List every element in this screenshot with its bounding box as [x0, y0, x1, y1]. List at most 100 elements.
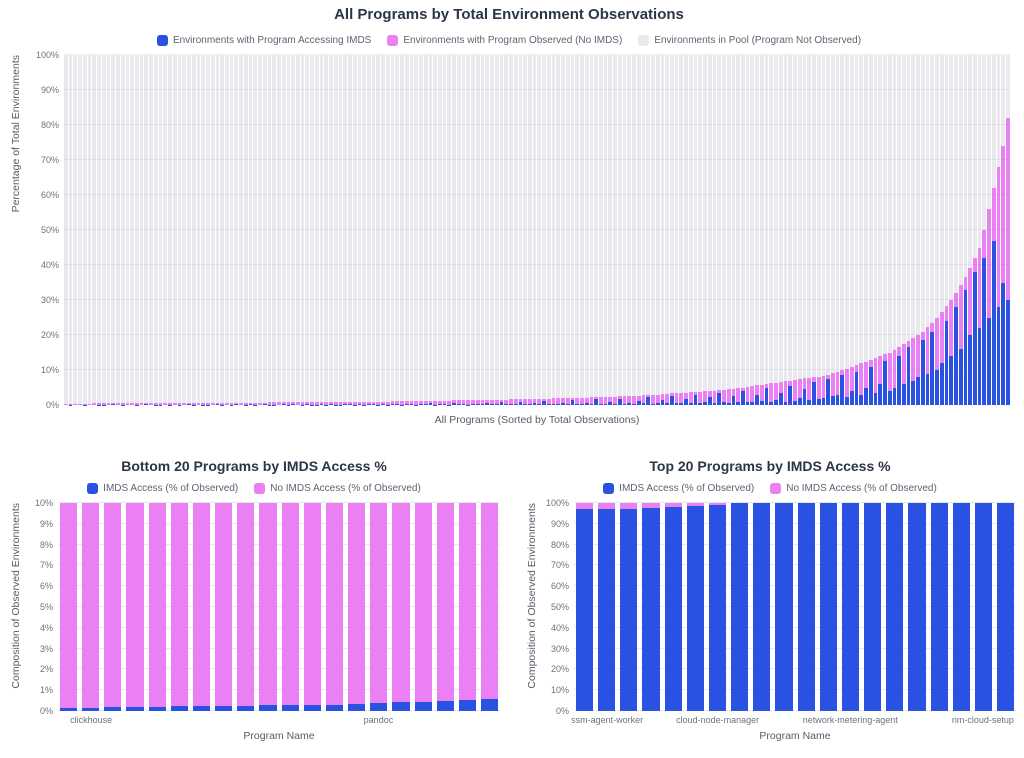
bar[interactable]	[111, 55, 116, 405]
bar[interactable]	[812, 55, 816, 405]
bar[interactable]	[684, 55, 688, 405]
bar[interactable]	[873, 55, 878, 405]
bar[interactable]	[248, 55, 253, 405]
bar[interactable]	[371, 55, 376, 405]
bar[interactable]	[120, 55, 125, 405]
bar[interactable]	[551, 55, 556, 405]
bar[interactable]	[642, 503, 660, 711]
bar[interactable]	[906, 55, 911, 405]
bar[interactable]	[845, 55, 849, 405]
bar[interactable]	[916, 55, 920, 405]
bar[interactable]	[466, 55, 471, 405]
bar[interactable]	[452, 55, 456, 405]
bar[interactable]	[911, 55, 916, 405]
bar[interactable]	[576, 503, 594, 711]
bar[interactable]	[603, 55, 608, 405]
bar[interactable]	[527, 55, 532, 405]
bar[interactable]	[258, 55, 262, 405]
bar[interactable]	[973, 55, 977, 405]
bar[interactable]	[144, 55, 149, 405]
bar[interactable]	[414, 55, 419, 405]
bar[interactable]	[920, 55, 925, 405]
bar[interactable]	[480, 55, 485, 405]
bar[interactable]	[996, 55, 1001, 405]
bar[interactable]	[594, 55, 598, 405]
bar[interactable]	[660, 55, 665, 405]
bar[interactable]	[277, 55, 281, 405]
bar[interactable]	[206, 55, 210, 405]
bar[interactable]	[717, 55, 722, 405]
bar[interactable]	[456, 55, 461, 405]
bar[interactable]	[390, 55, 395, 405]
bar[interactable]	[693, 55, 698, 405]
bar[interactable]	[259, 503, 277, 711]
bar[interactable]	[295, 55, 300, 405]
bar[interactable]	[977, 55, 982, 405]
bar[interactable]	[192, 503, 211, 711]
bar[interactable]	[622, 55, 627, 405]
bar[interactable]	[753, 503, 771, 711]
bar[interactable]	[170, 503, 188, 711]
bar[interactable]	[954, 55, 958, 405]
bar[interactable]	[253, 55, 258, 405]
bar[interactable]	[608, 55, 613, 405]
bar[interactable]	[291, 55, 295, 405]
bar[interactable]	[759, 55, 764, 405]
bar[interactable]	[958, 55, 963, 405]
bar[interactable]	[620, 503, 638, 711]
bar[interactable]	[655, 55, 660, 405]
bar[interactable]	[523, 55, 527, 405]
bar[interactable]	[333, 55, 338, 405]
bar[interactable]	[73, 55, 78, 405]
bar[interactable]	[854, 55, 859, 405]
bar[interactable]	[177, 55, 182, 405]
bar[interactable]	[778, 55, 783, 405]
bar[interactable]	[901, 55, 906, 405]
bar[interactable]	[82, 55, 87, 405]
bar[interactable]	[220, 55, 224, 405]
bar[interactable]	[504, 55, 509, 405]
bar[interactable]	[542, 55, 546, 405]
bar[interactable]	[239, 55, 243, 405]
bar[interactable]	[436, 503, 454, 711]
bar[interactable]	[883, 55, 887, 405]
bar[interactable]	[423, 55, 428, 405]
bar[interactable]	[835, 55, 840, 405]
bar[interactable]	[300, 55, 305, 405]
legend-item-imds[interactable]: IMDS Access (% of Observed)	[87, 482, 238, 494]
bar[interactable]	[774, 55, 778, 405]
bar[interactable]	[494, 55, 499, 405]
bar[interactable]	[797, 55, 802, 405]
bar[interactable]	[878, 55, 883, 405]
bar[interactable]	[892, 55, 897, 405]
bar[interactable]	[819, 503, 837, 711]
bar[interactable]	[1006, 55, 1010, 405]
bar[interactable]	[168, 55, 172, 405]
bar[interactable]	[87, 55, 92, 405]
bar[interactable]	[816, 55, 821, 405]
bar[interactable]	[97, 55, 101, 405]
bar[interactable]	[627, 55, 632, 405]
bar[interactable]	[305, 55, 310, 405]
bar[interactable]	[392, 503, 410, 711]
bar[interactable]	[686, 503, 704, 711]
bar[interactable]	[224, 55, 229, 405]
legend-item-imds[interactable]: IMDS Access (% of Observed)	[603, 482, 754, 494]
bar[interactable]	[490, 55, 494, 405]
bar[interactable]	[475, 55, 480, 405]
bar[interactable]	[708, 503, 727, 711]
bar[interactable]	[139, 55, 144, 405]
bar[interactable]	[968, 55, 972, 405]
bar[interactable]	[987, 55, 991, 405]
bar[interactable]	[707, 55, 712, 405]
bar[interactable]	[731, 503, 749, 711]
bar[interactable]	[461, 55, 466, 405]
bar[interactable]	[237, 503, 255, 711]
bar[interactable]	[158, 55, 163, 405]
bar[interactable]	[826, 55, 830, 405]
bar[interactable]	[367, 55, 371, 405]
bar[interactable]	[636, 55, 641, 405]
bar[interactable]	[584, 55, 589, 405]
bar[interactable]	[556, 55, 561, 405]
bar[interactable]	[362, 55, 366, 405]
